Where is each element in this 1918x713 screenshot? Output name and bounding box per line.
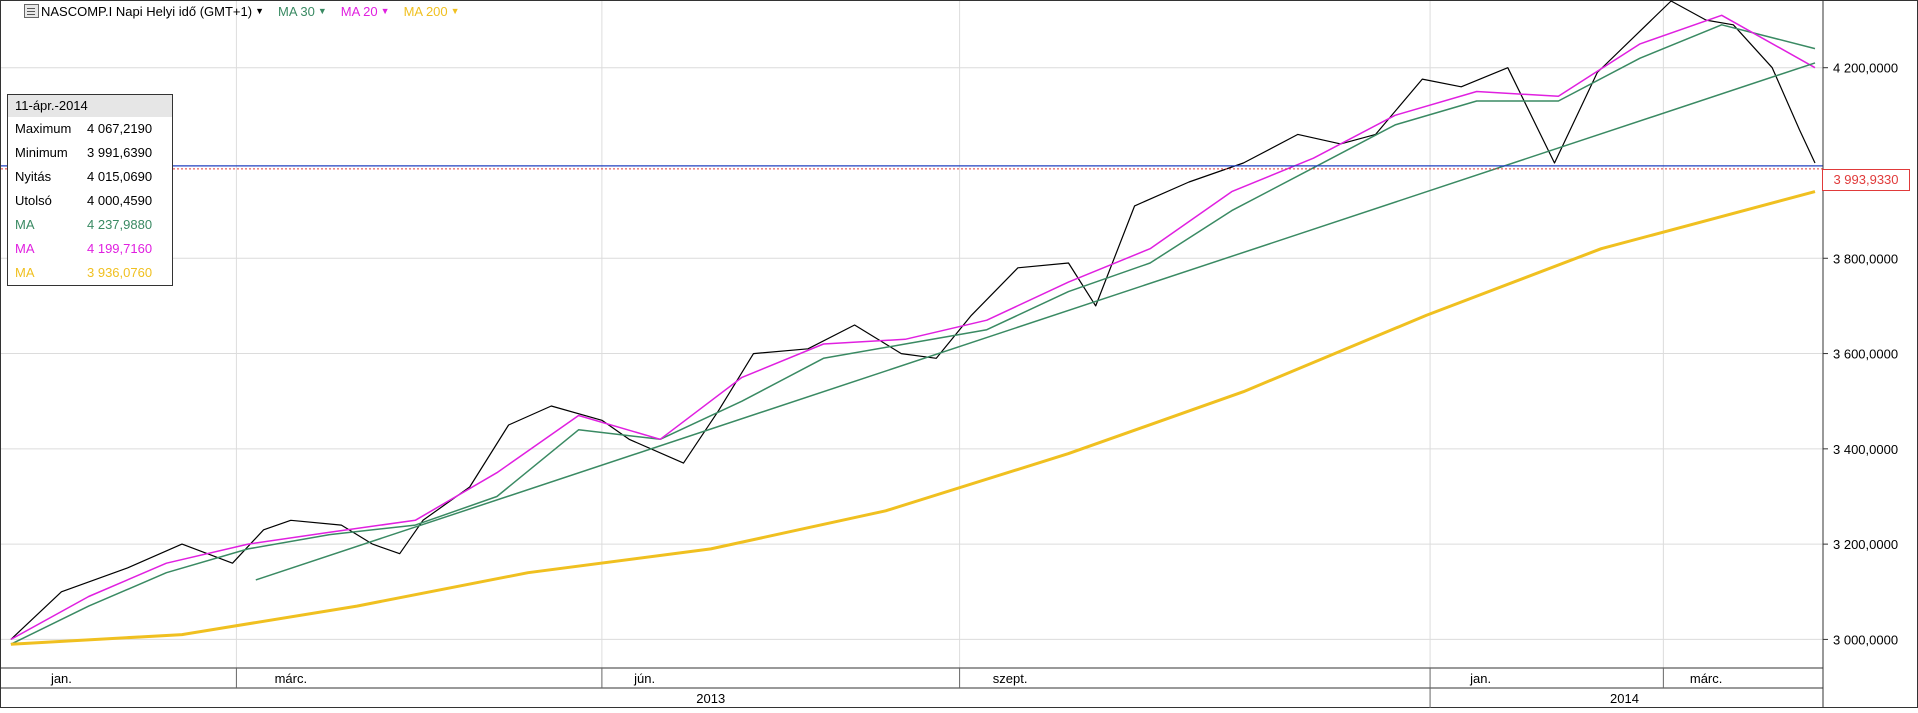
legend-ma20[interactable]: MA 20 ▼ xyxy=(341,4,390,19)
x-month-label: márc. xyxy=(275,671,308,686)
data-window-row: Maximum 4 067,2190 xyxy=(8,117,172,141)
last-price-label: 3 993,9330 xyxy=(1822,169,1910,191)
y-tick-label: 4 200,0000 xyxy=(1833,61,1898,76)
x-axis: jan. márc. jún. szept. jan. márc. 2013 2014 xyxy=(0,667,1824,708)
row-label: Utolsó xyxy=(15,193,52,208)
data-window: 11-ápr.-2014 Maximum 4 067,2190 Minimum 3 … xyxy=(7,94,173,286)
row-label: Maximum xyxy=(15,121,72,136)
x-month-label: jan. xyxy=(1469,671,1491,686)
chevron-down-icon: ▼ xyxy=(317,6,327,16)
y-tick-label: 3 600,0000 xyxy=(1833,347,1898,362)
y-tick-label: 3 800,0000 xyxy=(1833,251,1898,266)
row-value: 4 015,0690 xyxy=(87,169,153,184)
series-line-nascomp-i xyxy=(10,0,1816,640)
x-month-label: jún. xyxy=(633,671,655,686)
x-month-label: márc. xyxy=(1690,671,1723,686)
data-window-date: 11-ápr.-2014 xyxy=(8,95,172,117)
legend-ma200-label: MA 200 xyxy=(403,3,448,19)
data-window-row: MA 3 936,0760 xyxy=(8,261,172,285)
x-year-label: 2013 xyxy=(696,691,725,706)
row-label: MA xyxy=(15,241,35,256)
legend-ma20-label: MA 20 xyxy=(340,3,378,19)
x-month-label: jan. xyxy=(50,671,72,686)
row-value: 4 237,9880 xyxy=(87,217,153,232)
data-window-row: Minimum 3 991,6390 xyxy=(8,141,172,165)
row-label: Minimum xyxy=(15,145,68,160)
chevron-down-icon[interactable]: ▼ xyxy=(255,6,264,16)
instrument-icon xyxy=(24,4,39,18)
series-line-ma-30 xyxy=(10,24,1816,645)
symbol-title: NASCOMP.I Napi Helyi idő (GMT+1) xyxy=(41,3,253,19)
data-window-row: MA 4 199,7160 xyxy=(8,237,172,261)
y-axis: 3 000,0000 3 200,0000 3 400,0000 3 600,0000… xyxy=(1822,0,1898,668)
y-tick-label: 3 200,0000 xyxy=(1833,537,1898,552)
x-year-label: 2014 xyxy=(1610,691,1639,706)
series-layer xyxy=(1,0,1823,646)
data-window-row: MA 4 237,9880 xyxy=(8,213,172,237)
grid xyxy=(1,1,1823,668)
legend-ma30[interactable]: MA 30 ▼ xyxy=(278,4,327,19)
row-label: Nyitás xyxy=(15,169,52,184)
legend-ma30-label: MA 30 xyxy=(278,3,315,19)
x-month-label: szept. xyxy=(993,671,1028,686)
row-value: 3 936,0760 xyxy=(87,265,153,280)
chevron-down-icon: ▼ xyxy=(450,6,460,16)
y-tick-label: 3 000,0000 xyxy=(1833,632,1898,647)
row-value: 4 199,7160 xyxy=(87,241,153,256)
series-line-ma-20 xyxy=(10,14,1816,641)
data-window-row: Utolsó 4 000,4590 xyxy=(8,189,172,213)
series-line-ma-200 xyxy=(10,190,1816,646)
row-label: MA xyxy=(15,217,35,232)
y-tick-label: 3 400,0000 xyxy=(1833,442,1898,457)
series-line-trendline xyxy=(255,62,1816,581)
row-value: 4 000,4590 xyxy=(87,193,153,208)
chevron-down-icon: ▼ xyxy=(380,6,390,16)
chart-legend: NASCOMP.I Napi Helyi idő (GMT+1) ▼ MA 30… xyxy=(24,2,460,20)
data-window-row: Nyitás 4 015,0690 xyxy=(8,165,172,189)
row-value: 3 991,6390 xyxy=(87,145,153,160)
legend-ma200[interactable]: MA 200 ▼ xyxy=(404,4,460,19)
row-label: MA xyxy=(15,265,35,280)
row-value: 4 067,2190 xyxy=(87,121,153,136)
